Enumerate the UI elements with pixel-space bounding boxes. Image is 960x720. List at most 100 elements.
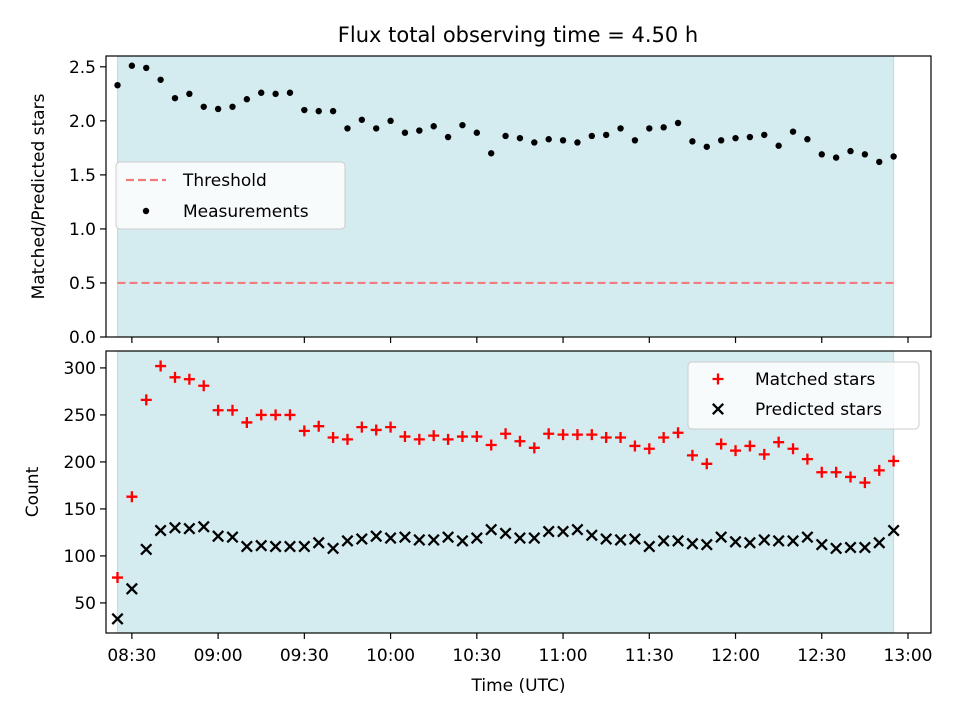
data-point <box>686 449 698 461</box>
data-point <box>240 540 253 553</box>
data-point <box>804 136 811 143</box>
x-tick-label: 09:30 <box>280 646 329 666</box>
data-point <box>341 433 353 445</box>
data-point <box>198 380 210 392</box>
data-point <box>111 572 123 584</box>
data-point <box>255 409 267 421</box>
data-point <box>241 416 253 428</box>
data-point <box>212 404 224 416</box>
data-point <box>732 134 739 142</box>
data-point <box>859 477 871 489</box>
data-point <box>413 533 426 546</box>
data-point <box>514 435 526 447</box>
data-point <box>628 532 641 546</box>
data-point <box>787 443 799 455</box>
legend-measurements-label: Measurements <box>183 202 309 222</box>
x-tick-label: 08:30 <box>107 646 156 666</box>
data-point <box>456 534 469 547</box>
data-point <box>801 453 813 465</box>
data-point <box>471 431 483 443</box>
data-point <box>674 119 682 127</box>
plot-frame <box>105 350 932 634</box>
data-point <box>226 404 238 416</box>
data-point <box>385 421 397 433</box>
x-tick-label: 09:00 <box>194 646 243 666</box>
data-point <box>428 430 440 442</box>
data-point <box>157 76 164 83</box>
data-point <box>715 531 728 544</box>
data-point <box>387 117 394 125</box>
data-point <box>715 438 727 450</box>
y-axis-label: Matched/Predicted stars <box>29 93 49 299</box>
data-point <box>542 525 555 538</box>
data-point <box>787 534 800 547</box>
data-point <box>772 534 785 547</box>
data-point <box>830 542 843 555</box>
data-point <box>516 134 524 142</box>
y-tick-label: 50 <box>74 594 96 614</box>
data-point <box>600 532 613 546</box>
legend-threshold-label: Threshold <box>182 171 267 191</box>
data-point <box>801 531 814 544</box>
data-point <box>571 429 583 441</box>
legend-predicted-swatch <box>711 402 725 416</box>
data-point <box>559 137 567 144</box>
data-point <box>858 541 871 554</box>
y-tick-label: 1.0 <box>69 220 96 240</box>
data-point <box>168 521 182 534</box>
data-point <box>286 89 294 96</box>
data-point <box>327 431 339 443</box>
data-point <box>373 125 380 132</box>
data-point <box>528 442 540 454</box>
data-point <box>545 136 552 143</box>
data-point <box>301 106 308 114</box>
data-point <box>370 530 383 543</box>
data-point <box>830 466 842 478</box>
data-point <box>416 127 423 134</box>
data-point <box>229 103 236 110</box>
data-point <box>730 445 742 457</box>
data-point <box>329 107 337 115</box>
data-point <box>499 527 512 540</box>
x-tick-label: 11:30 <box>625 646 674 666</box>
data-point <box>729 535 742 548</box>
data-point <box>459 121 466 129</box>
data-point <box>399 431 411 443</box>
data-point <box>442 531 455 544</box>
x-tick-label: 12:30 <box>797 646 846 666</box>
data-point <box>128 62 136 69</box>
chart-title: Flux total observing time = 4.50 h <box>338 23 698 47</box>
data-point <box>703 143 710 150</box>
y-tick-label: 200 <box>64 453 96 473</box>
legend-predicted-label: Predicted stars <box>755 400 882 420</box>
legend-box <box>115 161 346 230</box>
data-point <box>226 531 239 544</box>
data-point <box>143 64 150 72</box>
data-point <box>212 530 225 543</box>
data-point <box>629 440 641 452</box>
x-tick-label: 11:00 <box>539 646 588 666</box>
data-point <box>557 525 570 538</box>
data-point <box>617 125 624 132</box>
data-point <box>815 538 828 551</box>
data-point <box>356 421 368 433</box>
data-point <box>571 523 584 536</box>
y-tick-label: 2.5 <box>69 58 96 78</box>
data-point <box>845 471 857 483</box>
data-point <box>890 153 897 160</box>
legend-box <box>687 361 920 430</box>
y-tick-label: 1.5 <box>69 166 96 186</box>
data-point <box>660 124 667 131</box>
data-point <box>614 533 627 546</box>
data-point <box>355 532 368 546</box>
data-point <box>775 142 782 149</box>
data-point <box>844 541 857 554</box>
data-point <box>832 154 840 161</box>
data-point <box>876 158 883 166</box>
data-point <box>543 428 555 440</box>
data-point <box>298 540 311 553</box>
data-point <box>154 524 167 537</box>
data-point <box>658 431 670 443</box>
data-point <box>502 132 509 140</box>
